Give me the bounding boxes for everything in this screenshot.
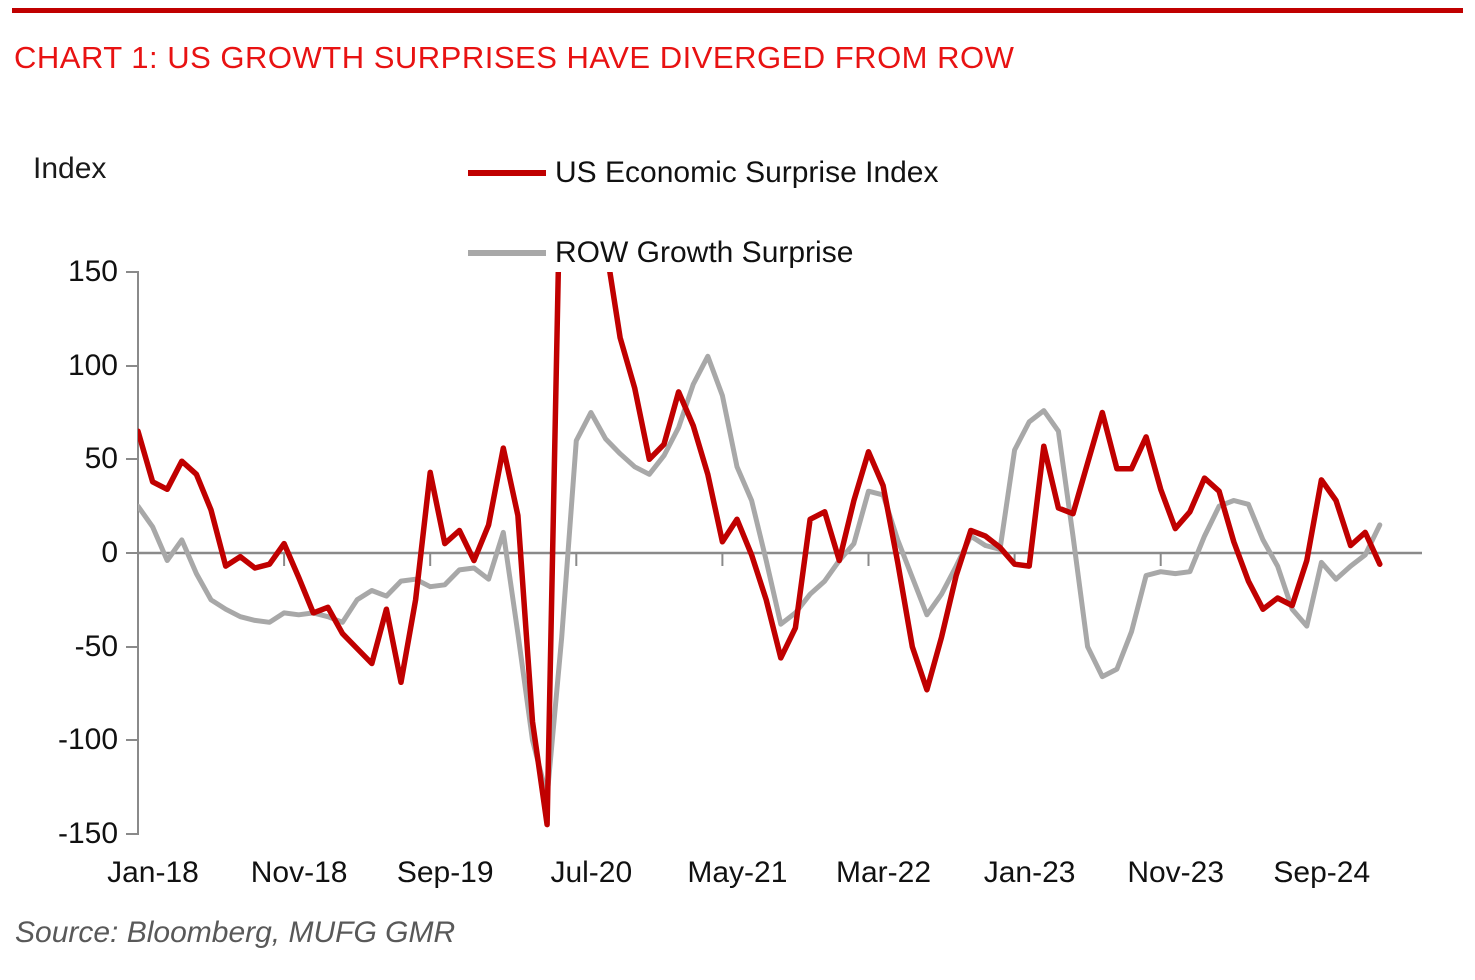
x-tick-label: Nov-18 <box>250 856 348 889</box>
line-chart-canvas <box>138 272 1422 828</box>
y-tick-mark <box>126 552 138 554</box>
plot-area <box>138 272 1422 834</box>
us-surprise-line <box>138 272 1383 828</box>
legend-label-us: US Economic Surprise Index <box>555 156 939 189</box>
y-tick-mark <box>126 645 138 648</box>
x-tick-label: Mar-22 <box>835 856 932 889</box>
y-tick-mark <box>126 739 138 742</box>
y-tick-mark <box>126 833 138 835</box>
row-series-swatch <box>468 250 546 256</box>
top-divider-rule <box>12 8 1463 13</box>
x-tick-label: Jan-23 <box>983 856 1076 889</box>
chart-title: CHART 1: US GROWTH SURPRISES HAVE DIVERG… <box>14 40 1015 75</box>
y-tick-label: 150 <box>67 255 118 288</box>
y-tick-label: 50 <box>84 442 118 476</box>
y-tick-label: -150 <box>57 817 118 850</box>
y-tick-label: 0 <box>101 536 118 569</box>
legend: US Economic Surprise Index ROW Growth Su… <box>468 150 939 310</box>
y-tick-mark <box>126 271 138 273</box>
x-tick-label: Sep-24 <box>1273 856 1371 889</box>
legend-label-row: ROW Growth Surprise <box>555 236 854 269</box>
y-tick-label: 100 <box>67 348 118 382</box>
legend-item-row: ROW Growth Surprise <box>468 230 939 276</box>
x-tick-label: Jan-18 <box>107 856 199 889</box>
y-tick-mark <box>126 458 138 461</box>
source-note: Source: Bloomberg, MUFG GMR <box>15 916 456 949</box>
row-surprise-line <box>138 353 1383 799</box>
x-tick-label: Sep-19 <box>396 856 494 889</box>
x-tick-label: Nov-23 <box>1127 856 1225 889</box>
us-series-swatch <box>468 170 546 176</box>
x-tick-label: Jul-20 <box>550 856 633 889</box>
x-tick-label: May-21 <box>687 856 788 889</box>
y-tick-label: -50 <box>74 629 118 663</box>
y-tick-mark <box>126 364 138 367</box>
y-axis-title: Index <box>33 152 107 185</box>
y-tick-label: -100 <box>57 723 118 757</box>
legend-item-us: US Economic Surprise Index <box>468 150 939 196</box>
